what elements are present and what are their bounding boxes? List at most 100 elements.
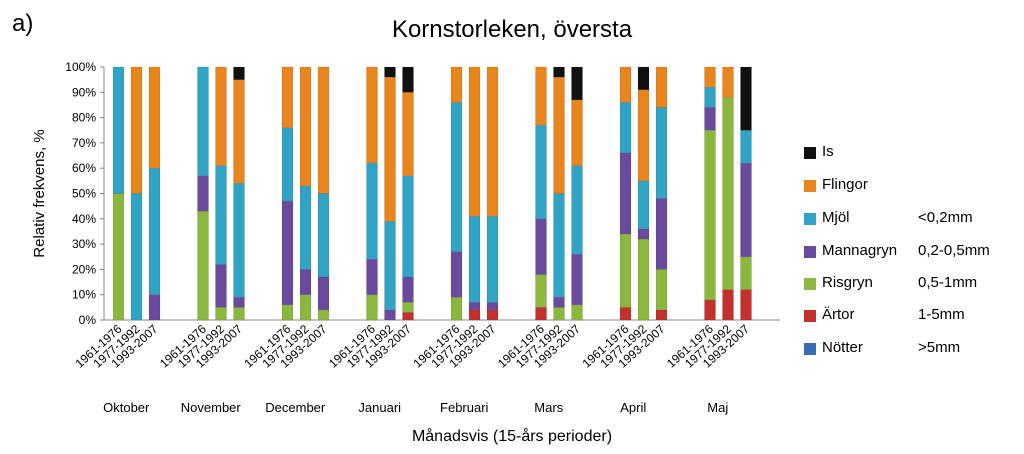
legend-swatch [804,343,816,355]
bar-segment-mj-l [384,221,396,311]
legend-swatch [804,278,816,290]
bar-segment-flingor [553,76,565,194]
bar-segment-risgryn [571,304,583,321]
bar-segment-mj-l [197,66,209,177]
x-month-label: Februari [440,400,489,415]
bar-segment-is [553,66,565,78]
x-month-label: Oktober [103,400,150,415]
bar-segment-risgryn [553,307,565,321]
bar-segment--rtor [722,289,734,321]
bar-segment-mannagryn [655,198,668,270]
bar-segment-mj-l [130,193,143,321]
bar-segment-risgryn [402,302,414,313]
bar-segment-flingor [215,66,227,166]
bar-segment-mj-l [233,183,245,298]
legend-swatch [804,246,816,258]
x-month-label: Maj [707,400,728,415]
bar-segment-flingor [468,66,481,217]
bar-segment-risgryn [366,294,378,321]
bar-segment-risgryn [740,256,752,290]
bar-segment-risgryn [281,304,294,321]
bar-segment-flingor [130,66,143,194]
bar-segment-mj-l [402,175,414,278]
legend-label: Mjöl [822,209,850,226]
bar-segment-mannagryn [366,259,378,295]
legend-size-label: 0,2-0,5mm [918,242,990,259]
bar-segment-flingor [722,66,734,98]
legend-swatch [804,180,816,192]
bar-segment-risgryn [535,274,547,308]
legend-label: Ärtor [822,306,855,323]
bar-segment-flingor [233,79,245,184]
bar-segment-flingor [281,66,294,128]
bar-segment-risgryn [704,130,716,301]
legend-size-label: 0,5-1mm [918,274,978,291]
bar-segment-mannagryn [553,296,565,308]
bar-segment-mj-l [619,102,632,154]
bar-segment-mannagryn [281,200,294,306]
bar-segment-mj-l [450,102,463,252]
bar-segment--rtor [619,307,632,321]
bar-segment-mj-l [740,130,752,164]
bar-segment-is [637,66,650,91]
bar-segment-flingor [571,99,583,166]
bar-segment-mannagryn [740,162,752,257]
y-tick-label: 0% [79,313,97,327]
bar-segment-flingor [637,89,650,182]
x-month-label: November [181,400,242,415]
bar-segment-mj-l [655,107,668,199]
bar-segment-risgryn [215,307,227,321]
bar-segment-flingor [366,66,378,164]
bar-segment-flingor [486,66,499,217]
bar-segment-risgryn [299,294,312,321]
bar-segment-mannagryn [233,296,245,308]
bar-segment--rtor [740,289,752,321]
bar-segment-mj-l [366,162,378,260]
y-tick-label: 10% [72,288,96,302]
bar-segment-flingor [704,66,716,88]
legend-label: Mannagryn [822,242,898,259]
bar-segment-mannagryn [637,228,650,240]
x-month-label: December [265,400,326,415]
bar-segment--rtor [468,309,481,321]
bar-segment--rtor [402,312,414,321]
legend-swatch [804,213,816,225]
bar-segment-mannagryn [317,276,330,311]
y-axis-title: Relativ frekvens, % [31,129,48,257]
bar-segment-risgryn [722,97,734,290]
legend-size-label: <0,2mm [918,209,973,226]
bar-segment-is [233,66,245,80]
bar-segment-mannagryn [486,302,499,311]
bar-segment-is [740,66,752,131]
legend-label: Flingor [822,176,868,193]
bar-segment-risgryn [655,269,668,311]
bar-segment-mj-l [704,86,716,108]
legend-size-label: 1-5mm [918,306,965,323]
bar-segment-flingor [450,66,463,103]
bar-segment-mannagryn [215,264,227,308]
y-tick-label: 50% [72,187,96,201]
y-tick-label: 20% [72,262,96,276]
bar-segment-flingor [655,66,668,108]
y-tick-label: 100% [65,60,96,74]
bar-segment-mannagryn [619,152,632,235]
legend-label: Nötter [822,339,863,356]
bar-segment-mannagryn [450,251,463,298]
bar-segment--rtor [655,309,668,321]
bar-segment-flingor [148,66,161,169]
bar-segment-is [402,66,414,93]
bar-segment--rtor [486,309,499,321]
bar-segment-risgryn [637,238,650,321]
bar-segment-mannagryn [535,218,547,275]
bar-segment-mj-l [637,180,650,230]
y-tick-label: 80% [72,111,96,125]
bar-segment-mannagryn [384,309,396,321]
legend-label: Is [822,143,834,160]
bar-segment-mannagryn [402,276,414,303]
x-month-label: Mars [534,400,563,415]
legend-size-label: >5mm [918,339,961,356]
bar-segment-flingor [384,76,396,222]
bar-segment-mj-l [317,193,330,278]
bar-segment-flingor [535,66,547,126]
